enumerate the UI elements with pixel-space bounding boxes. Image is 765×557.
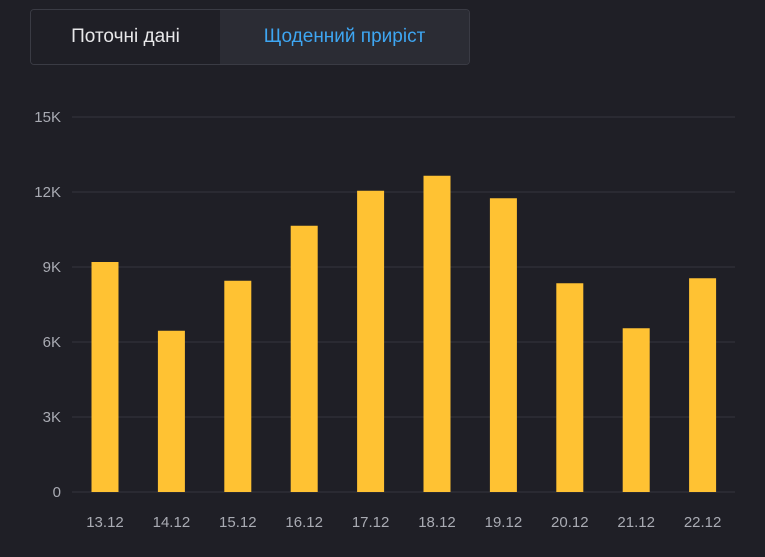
y-tick-label: 0 bbox=[53, 484, 61, 501]
bar-22.12[interactable] bbox=[689, 278, 717, 492]
x-tick-label: 19.12 bbox=[485, 514, 523, 531]
x-tick-label: 13.12 bbox=[86, 514, 124, 531]
bar-19.12[interactable] bbox=[489, 198, 517, 492]
x-tick-label: 18.12 bbox=[418, 514, 456, 531]
x-tick-label: 20.12 bbox=[551, 514, 589, 531]
y-tick-label: 3K bbox=[43, 409, 61, 426]
y-tick-label: 15K bbox=[34, 109, 61, 126]
bar-13.12[interactable] bbox=[91, 262, 119, 492]
x-tick-label: 15.12 bbox=[219, 514, 257, 531]
bar-20.12[interactable] bbox=[556, 283, 584, 492]
bar-21.12[interactable] bbox=[622, 328, 650, 492]
bar-17.12[interactable] bbox=[357, 190, 385, 492]
x-tick-label: 16.12 bbox=[285, 514, 323, 531]
y-tick-label: 6K bbox=[43, 334, 61, 351]
bar-15.12[interactable] bbox=[224, 280, 252, 492]
y-axis-ticks: 0 3K 6K 9K 12K 15K bbox=[34, 109, 61, 501]
view-tabs: Поточні дані Щоденний приріст bbox=[30, 9, 470, 65]
bar-18.12[interactable] bbox=[423, 175, 451, 492]
y-tick-label: 9K bbox=[43, 259, 61, 276]
bars bbox=[91, 175, 717, 492]
bar-14.12[interactable] bbox=[157, 330, 185, 492]
x-axis-ticks: 13.12 14.12 15.12 16.12 17.12 18.12 19.12 20.12… bbox=[86, 514, 721, 531]
x-tick-label: 21.12 bbox=[617, 514, 655, 531]
y-tick-label: 12K bbox=[34, 184, 61, 201]
x-tick-label: 17.12 bbox=[352, 514, 390, 531]
tab-daily-increase[interactable]: Щоденний приріст bbox=[220, 10, 469, 64]
bar-16.12[interactable] bbox=[290, 225, 318, 492]
x-tick-label: 22.12 bbox=[684, 514, 722, 531]
tab-current-data[interactable]: Поточні дані bbox=[31, 10, 220, 64]
x-tick-label: 14.12 bbox=[153, 514, 191, 531]
